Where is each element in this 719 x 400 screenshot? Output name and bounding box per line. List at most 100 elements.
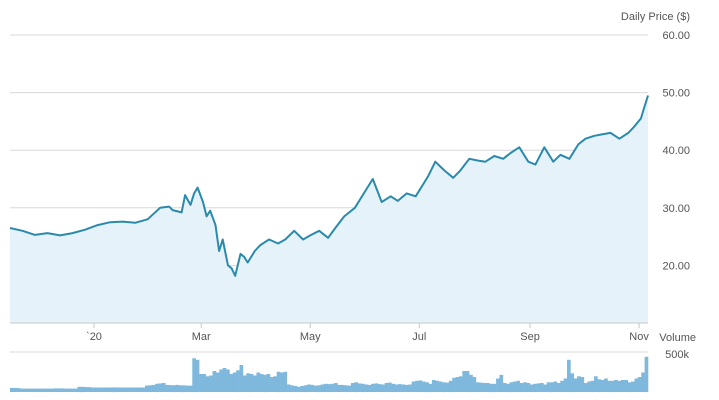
volume-bar bbox=[381, 384, 385, 392]
volume-bar bbox=[226, 369, 230, 392]
volume-bar bbox=[445, 382, 450, 392]
volume-bar bbox=[101, 387, 105, 392]
volume-bar bbox=[587, 381, 591, 392]
volume-bar bbox=[263, 374, 267, 393]
volume-bar bbox=[236, 370, 240, 393]
volume-bar bbox=[158, 383, 163, 392]
volume-bar bbox=[425, 382, 429, 393]
volume-bar bbox=[631, 381, 635, 392]
volume-bar bbox=[512, 381, 517, 392]
volume-bar bbox=[57, 388, 61, 392]
volume-bar bbox=[377, 384, 382, 392]
volume-bar bbox=[175, 384, 180, 392]
volume-bar bbox=[563, 378, 568, 392]
volume-bar bbox=[347, 385, 352, 392]
volume-bar bbox=[53, 388, 58, 392]
volume-bar bbox=[570, 373, 575, 393]
volume-bar bbox=[539, 383, 544, 392]
volume-bar bbox=[26, 388, 31, 392]
volume-bar bbox=[104, 387, 109, 392]
volume-bar bbox=[452, 377, 456, 393]
volume-bar bbox=[168, 385, 173, 392]
volume-bar bbox=[388, 382, 392, 392]
volume-bar bbox=[391, 383, 396, 393]
volume-bar bbox=[462, 371, 467, 392]
volume-bar bbox=[384, 383, 389, 392]
volume-bar bbox=[290, 385, 294, 393]
volume-bar bbox=[229, 374, 234, 392]
volume-bar bbox=[145, 385, 149, 392]
volume-bar bbox=[192, 358, 196, 393]
volume-bar bbox=[398, 384, 402, 392]
volume-bar bbox=[550, 382, 554, 393]
x-tick-label: Jul bbox=[412, 331, 426, 343]
volume-bar bbox=[239, 365, 244, 392]
volume-bar bbox=[485, 383, 490, 392]
volume-bar bbox=[43, 388, 48, 392]
volume-bar bbox=[472, 377, 477, 392]
volume-bar bbox=[269, 377, 274, 392]
volume-bar bbox=[114, 387, 119, 393]
volume-bar bbox=[300, 386, 304, 392]
volume-bar bbox=[529, 384, 534, 392]
volume-bar bbox=[350, 383, 355, 392]
volume-bar bbox=[374, 383, 379, 392]
volume-axis-title: Volume bbox=[659, 332, 696, 344]
volume-bar bbox=[205, 376, 210, 392]
volume-bar bbox=[536, 383, 541, 392]
volume-bar bbox=[141, 387, 146, 392]
volume-bar bbox=[273, 376, 277, 392]
volume-bar bbox=[556, 383, 561, 392]
volume-bar bbox=[597, 379, 602, 393]
volume-bar bbox=[124, 387, 129, 392]
volume-bar bbox=[634, 378, 639, 392]
volume-bar bbox=[202, 374, 207, 392]
volume-bar bbox=[526, 383, 531, 392]
volume-bar bbox=[296, 386, 301, 393]
volume-bar bbox=[408, 384, 413, 392]
volume-bar bbox=[121, 387, 126, 392]
volume-bar bbox=[84, 387, 88, 392]
volume-bar bbox=[47, 388, 51, 392]
volume-bar bbox=[516, 380, 521, 393]
volume-bar bbox=[492, 383, 497, 393]
volume-bar bbox=[128, 387, 132, 392]
volume-bar bbox=[232, 372, 237, 392]
volume-bar bbox=[415, 380, 419, 393]
volume-bar bbox=[442, 382, 446, 393]
volume-bar bbox=[418, 380, 423, 392]
volume-bar bbox=[74, 388, 78, 392]
volume-bar bbox=[131, 387, 136, 392]
volume-bar bbox=[614, 380, 618, 392]
volume-bar bbox=[259, 374, 264, 392]
volume-bar bbox=[428, 383, 433, 393]
volume-bar bbox=[70, 388, 75, 392]
volume-bar bbox=[533, 383, 537, 393]
volume-bar bbox=[23, 388, 28, 392]
volume-bar bbox=[80, 386, 85, 393]
volume-bar bbox=[161, 383, 166, 392]
volume-bar bbox=[151, 384, 156, 392]
volume-bar bbox=[107, 387, 112, 392]
volume-bar bbox=[185, 385, 190, 392]
volume-bar bbox=[438, 381, 443, 392]
y-tick-label: 40.00 bbox=[662, 145, 690, 157]
volume-bar bbox=[16, 388, 21, 392]
volume-bar bbox=[560, 380, 564, 393]
volume-bar bbox=[367, 384, 372, 392]
volume-bar bbox=[496, 378, 500, 392]
volume-bar bbox=[212, 371, 217, 392]
volume-bar bbox=[286, 384, 291, 392]
volume-bar bbox=[583, 383, 588, 392]
volume-bar bbox=[455, 377, 460, 392]
volume-bar bbox=[165, 384, 169, 392]
volume-bar bbox=[320, 384, 325, 392]
volume-bar bbox=[40, 388, 45, 392]
volume-bar bbox=[607, 380, 612, 393]
volume-bar bbox=[577, 376, 581, 392]
volume-bar bbox=[253, 375, 257, 392]
volume-bar bbox=[222, 368, 227, 392]
volume-bar bbox=[138, 387, 142, 392]
volume-bar bbox=[620, 380, 625, 392]
volume-bar bbox=[37, 388, 41, 392]
